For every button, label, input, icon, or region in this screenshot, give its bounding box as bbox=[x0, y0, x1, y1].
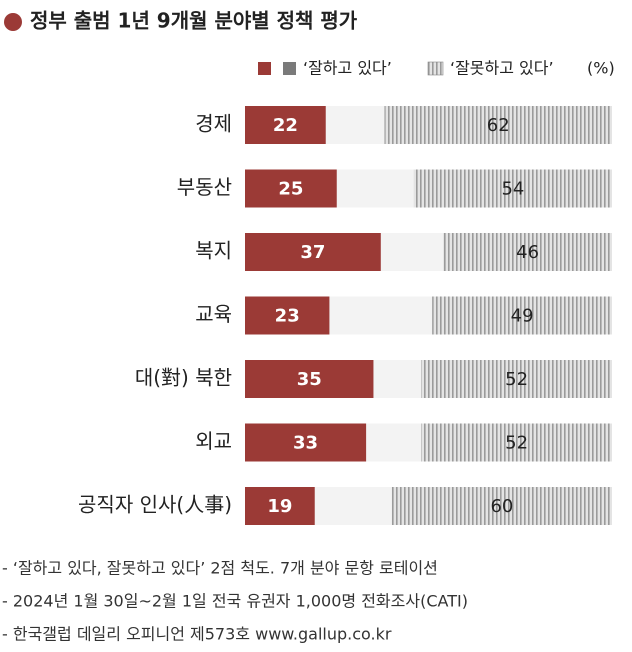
title-bullet bbox=[4, 13, 22, 31]
category-label: 복지 bbox=[195, 239, 232, 263]
value-label: 46 bbox=[516, 242, 539, 263]
value-label: 37 bbox=[300, 242, 325, 263]
note: - 한국갤럽 데일리 오피니언 제573호 www.gallup.co.kr bbox=[2, 625, 392, 644]
value-label: 35 bbox=[297, 369, 322, 390]
legend-swatch bbox=[283, 62, 296, 75]
bar-negative bbox=[443, 233, 612, 271]
value-label: 33 bbox=[293, 433, 318, 454]
bar-negative bbox=[432, 296, 612, 335]
category-label: 교육 bbox=[195, 302, 232, 326]
value-label: 52 bbox=[505, 433, 528, 454]
bar-positive bbox=[245, 487, 315, 525]
legend-label: ‘잘못하고 있다’ bbox=[450, 59, 554, 78]
bar-positive bbox=[245, 233, 381, 271]
category-label: 경제 bbox=[195, 112, 232, 136]
bar-negative bbox=[391, 487, 612, 525]
bar-positive bbox=[245, 106, 326, 144]
value-label: 25 bbox=[278, 179, 303, 200]
bar-negative bbox=[421, 360, 612, 398]
bar-negative bbox=[413, 169, 612, 208]
bar-positive bbox=[245, 296, 330, 335]
category-label: 외교 bbox=[195, 429, 232, 453]
bar-positive bbox=[245, 169, 337, 208]
legend-label: ‘잘하고 있다’ bbox=[303, 59, 392, 78]
category-label: 공직자 인사(人事) bbox=[78, 493, 232, 517]
bar-negative bbox=[384, 106, 612, 144]
value-label: 54 bbox=[501, 179, 524, 200]
value-label: 60 bbox=[490, 496, 513, 517]
chart-title: 정부 출범 1년 9개월 분야별 정책 평가 bbox=[30, 9, 358, 33]
value-label: 49 bbox=[511, 306, 534, 327]
value-label: 22 bbox=[273, 115, 298, 136]
note: - ‘잘하고 있다, 잘못하고 있다’ 2점 척도. 7개 분야 문항 로테이션 bbox=[2, 559, 438, 578]
bar-negative bbox=[421, 423, 612, 462]
value-label: 52 bbox=[505, 369, 528, 390]
bar-positive bbox=[245, 423, 367, 462]
unit-label: (%) bbox=[587, 59, 615, 78]
legend-swatch bbox=[427, 61, 444, 76]
value-label: 62 bbox=[487, 115, 510, 136]
legend-swatch bbox=[258, 62, 271, 75]
note: - 2024년 1월 30일~2월 1일 전국 유권자 1,000명 전화조사(… bbox=[2, 592, 468, 611]
value-label: 19 bbox=[267, 496, 292, 517]
category-label: 부동산 bbox=[177, 175, 232, 199]
category-label: 대(對) 북한 bbox=[135, 366, 232, 390]
bar-positive bbox=[245, 360, 374, 398]
value-label: 23 bbox=[275, 306, 300, 327]
